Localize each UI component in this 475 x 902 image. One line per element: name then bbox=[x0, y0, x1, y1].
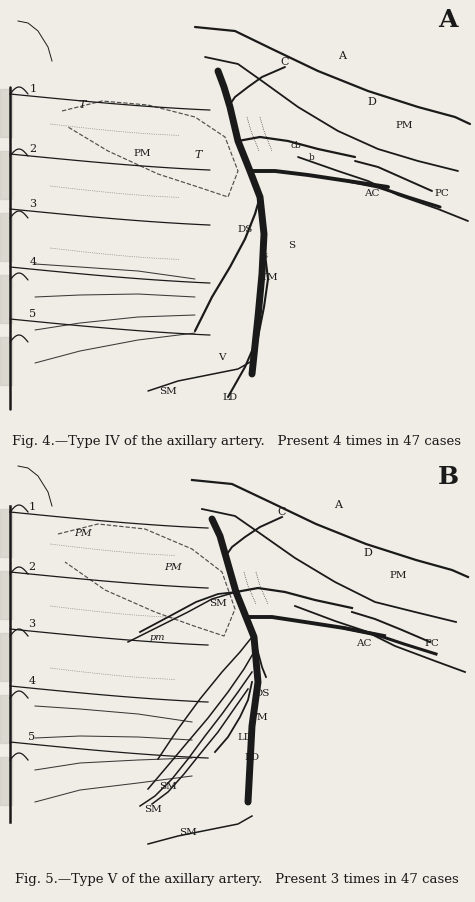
Text: Fig. 5.—Type V of the axillary artery.   Present 3 times in 47 cases: Fig. 5.—Type V of the axillary artery. P… bbox=[15, 872, 459, 886]
Text: SM: SM bbox=[209, 598, 227, 607]
Text: D: D bbox=[363, 548, 372, 557]
Text: b: b bbox=[309, 153, 315, 162]
Text: 5: 5 bbox=[28, 732, 36, 741]
Text: 2: 2 bbox=[28, 561, 36, 571]
Text: C: C bbox=[281, 57, 289, 67]
Text: s: s bbox=[263, 250, 267, 259]
Text: 1: 1 bbox=[28, 502, 36, 511]
Text: 5: 5 bbox=[29, 308, 37, 318]
Text: A: A bbox=[334, 500, 342, 510]
Text: TM: TM bbox=[261, 273, 279, 282]
Text: Fig. 4.—Type IV of the axillary artery.   Present 4 times in 47 cases: Fig. 4.—Type IV of the axillary artery. … bbox=[12, 435, 462, 448]
Text: PM: PM bbox=[389, 570, 407, 579]
Text: V: V bbox=[218, 352, 226, 361]
Text: PC: PC bbox=[435, 189, 449, 198]
Text: T: T bbox=[194, 150, 202, 160]
Text: 4: 4 bbox=[28, 676, 36, 686]
Text: LD: LD bbox=[222, 392, 238, 401]
Text: s: s bbox=[253, 653, 257, 662]
Text: LD: LD bbox=[238, 732, 252, 741]
Text: 4: 4 bbox=[29, 257, 37, 267]
Text: s: s bbox=[236, 592, 240, 601]
Text: TM: TM bbox=[251, 713, 269, 722]
Text: AC: AC bbox=[364, 189, 380, 198]
Text: 3: 3 bbox=[29, 198, 37, 208]
Text: 3: 3 bbox=[28, 618, 36, 629]
Text: 2: 2 bbox=[29, 143, 37, 154]
Text: DS: DS bbox=[238, 226, 253, 235]
Text: PM: PM bbox=[395, 120, 413, 129]
Text: SM: SM bbox=[159, 782, 177, 791]
Text: PM: PM bbox=[133, 148, 151, 157]
Text: LD: LD bbox=[245, 752, 259, 761]
Text: PM: PM bbox=[164, 562, 182, 571]
Text: 1: 1 bbox=[29, 84, 37, 94]
Text: C: C bbox=[278, 506, 286, 517]
Text: A: A bbox=[338, 51, 346, 61]
Text: D: D bbox=[368, 97, 376, 106]
Text: T: T bbox=[78, 100, 86, 110]
Text: S: S bbox=[288, 241, 295, 250]
Text: cb: cb bbox=[291, 141, 302, 150]
Text: SM: SM bbox=[159, 387, 177, 396]
Text: PM: PM bbox=[74, 528, 92, 537]
Text: B: B bbox=[437, 465, 458, 489]
Text: PC: PC bbox=[425, 638, 439, 647]
Text: SM: SM bbox=[144, 805, 162, 814]
Text: AC: AC bbox=[356, 638, 372, 647]
Text: pm: pm bbox=[149, 631, 165, 640]
Text: DS: DS bbox=[254, 687, 270, 696]
Text: A: A bbox=[438, 8, 458, 32]
Text: SM: SM bbox=[179, 827, 197, 836]
